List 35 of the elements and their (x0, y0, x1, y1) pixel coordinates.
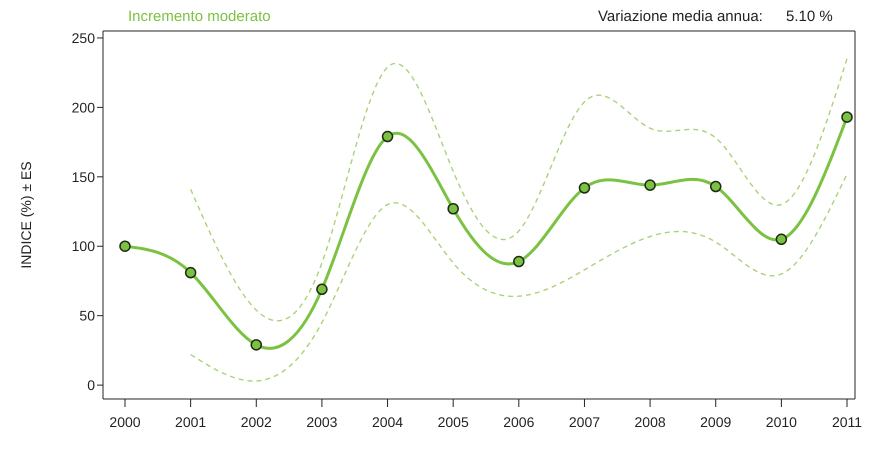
y-tick-label: 250 (72, 30, 96, 46)
point (644, 179, 656, 191)
y-tick-label: 150 (72, 168, 96, 185)
x-tick-label: 2009 (700, 414, 732, 430)
text: 5.10 % (786, 8, 833, 25)
y-axis-title: INDICE (%) ± ES (18, 161, 34, 269)
x-tick-label: 2001 (175, 414, 206, 430)
x-tick-label: 2010 (766, 414, 798, 430)
point (250, 339, 262, 351)
x-tick-label: 2008 (634, 414, 666, 430)
line-series (190, 173, 848, 382)
point (382, 130, 394, 142)
point (447, 203, 459, 214)
point (578, 182, 590, 194)
x-tick-label: 2004 (372, 414, 404, 430)
point (316, 284, 328, 296)
y-tick-label: 50 (79, 308, 96, 324)
text: Incremento moderato (128, 8, 271, 25)
text: Variazione media annua: (598, 8, 763, 25)
point (776, 234, 788, 246)
x-tick-label: 2006 (503, 414, 535, 430)
point (513, 256, 525, 268)
x-tick-label: 2005 (438, 414, 469, 430)
point (184, 266, 196, 278)
point (119, 240, 131, 252)
point (841, 111, 853, 123)
y-tick-label: 0 (87, 377, 96, 394)
x-tick-label: 2003 (306, 414, 338, 430)
x-tick-label: 2007 (568, 414, 600, 430)
y-tick-label: 100 (72, 238, 96, 254)
point (710, 180, 722, 192)
y-tick-label: 200 (72, 99, 96, 116)
x-tick-label: 2000 (109, 414, 141, 430)
x-tick-label: 2002 (240, 414, 272, 430)
x-tick-label: 2011 (832, 414, 862, 430)
